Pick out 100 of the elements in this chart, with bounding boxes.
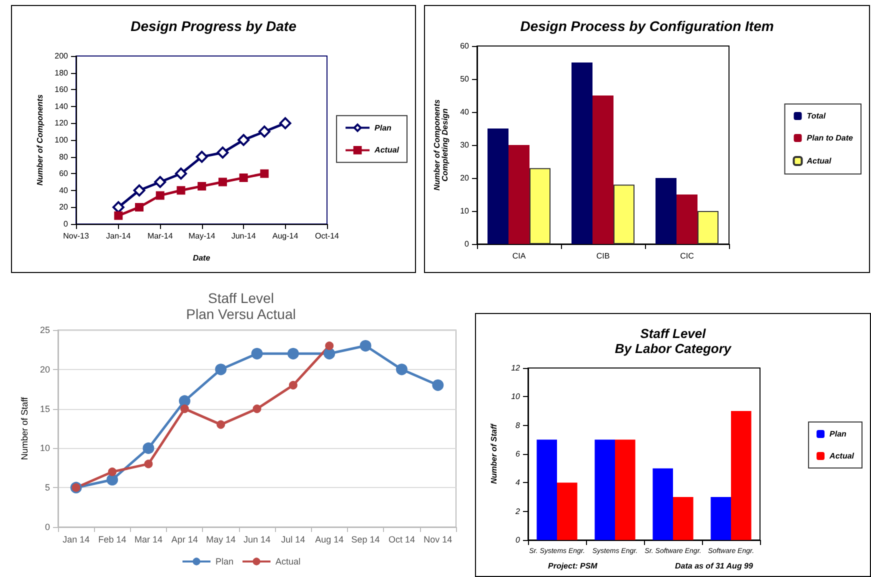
y-tick-label: 20 <box>460 174 470 182</box>
y-tick-label: 10 <box>40 443 50 454</box>
bar <box>614 184 634 244</box>
point <box>360 340 372 352</box>
legend-label: Actual <box>276 556 301 566</box>
x-tick-label: Jan 14 <box>62 534 90 544</box>
y-tick-label: 15 <box>40 404 50 414</box>
y-tick-label: 5 <box>44 482 50 493</box>
y-tick-label: 0 <box>44 522 50 532</box>
point <box>325 342 334 350</box>
legend-label: Total <box>806 112 826 120</box>
x-tick-label: Nov-13 <box>63 232 90 240</box>
y-tick-label: 6 <box>516 450 521 458</box>
y-tick-label: 8 <box>516 420 521 430</box>
legend-label: Plan <box>830 430 847 438</box>
point <box>114 211 123 220</box>
x-tick-label: Oct 14 <box>388 534 415 544</box>
y-tick-label: 40 <box>59 186 69 195</box>
y-tick-label: 10 <box>511 392 521 402</box>
point <box>180 404 189 414</box>
x-tick-label: Jun 14 <box>243 534 271 544</box>
y-tick-label: 180 <box>54 68 69 78</box>
point <box>279 117 292 130</box>
x-tick-label: Aug-14 <box>272 232 299 240</box>
x-tick-label: Feb 14 <box>98 534 126 544</box>
x-tick-label: Jun-14 <box>231 232 256 240</box>
point <box>106 474 118 486</box>
point <box>216 146 229 159</box>
point <box>215 364 227 376</box>
x-tick-label: Sep 14 <box>351 534 380 544</box>
y-tick-label: 100 <box>54 136 69 144</box>
chart-title: Staff Level <box>640 326 706 341</box>
point <box>154 176 166 188</box>
y-tick-label: 25 <box>40 325 50 335</box>
y-tick-label: 40 <box>460 108 470 116</box>
point <box>196 150 208 163</box>
y-tick-label: 2 <box>514 506 521 516</box>
y-axis-title: Number of Staff <box>490 422 498 484</box>
point <box>252 404 262 414</box>
y-tick-label: 20 <box>59 202 69 212</box>
bar <box>698 211 718 244</box>
x-tick-label: CIA <box>512 252 526 260</box>
point <box>135 202 144 212</box>
x-tick-label: Apr 14 <box>171 534 198 544</box>
chart-title: Design Progress by Date <box>130 18 297 34</box>
x-tick-label: Aug 14 <box>315 534 344 544</box>
point <box>287 348 299 360</box>
point <box>142 442 154 454</box>
x-tick-label: Jul 14 <box>281 534 306 544</box>
bar <box>508 145 530 244</box>
chart-subtitle: By Labor Category <box>614 341 732 356</box>
text: Data as of 31 Aug 99 <box>675 562 754 570</box>
x-tick-label: Nov 14 <box>424 534 452 544</box>
x-tick-label: Oct-14 <box>314 232 340 240</box>
bar <box>656 178 676 244</box>
x-tick-label: May 14 <box>206 534 236 544</box>
legend-label: Actual <box>806 156 832 166</box>
chart-title: Staff Level <box>208 290 274 306</box>
y-tick-label: 50 <box>460 74 470 84</box>
legend-label: Actual <box>828 452 855 460</box>
y-tick-label: 0 <box>464 240 470 248</box>
y-tick-label: 20 <box>40 364 50 374</box>
chart-title: Design Process by Configuration Item <box>520 18 774 34</box>
legend-label: Plan <box>215 556 234 566</box>
bar <box>676 194 698 244</box>
y-tick-label: 0 <box>516 536 521 544</box>
x-tick-label: May-14 <box>188 232 216 240</box>
point <box>251 348 263 360</box>
y-axis-title: Number of Components <box>35 94 44 186</box>
bar <box>572 62 592 244</box>
y-tick-label: 200 <box>54 52 69 60</box>
bar <box>536 440 557 540</box>
point <box>218 178 227 186</box>
bar <box>615 440 636 540</box>
bar <box>731 411 752 540</box>
legend-label: Actual <box>374 146 400 155</box>
bar <box>592 96 614 244</box>
y-tick-label: 60 <box>59 169 69 178</box>
y-tick-label: 12 <box>511 364 521 372</box>
bar <box>530 168 550 244</box>
point <box>178 395 190 407</box>
bar <box>710 497 731 540</box>
text: Project: PSM <box>548 562 598 570</box>
x-tick-label: CIB <box>596 252 610 260</box>
point <box>239 174 248 182</box>
bar <box>557 482 578 540</box>
point <box>260 169 269 178</box>
point <box>176 186 186 195</box>
point <box>258 126 270 138</box>
x-tick-label: CIC <box>680 252 694 260</box>
point <box>396 364 408 376</box>
y-tick-label: 30 <box>460 140 470 150</box>
x-tick-label: Mar 14 <box>134 534 162 544</box>
point <box>216 420 226 429</box>
point <box>133 184 146 196</box>
point <box>156 191 164 200</box>
bar <box>652 468 673 540</box>
bar <box>673 497 694 540</box>
y-tick-label: 0 <box>64 220 69 228</box>
y-tick-label: 4 <box>516 478 521 488</box>
